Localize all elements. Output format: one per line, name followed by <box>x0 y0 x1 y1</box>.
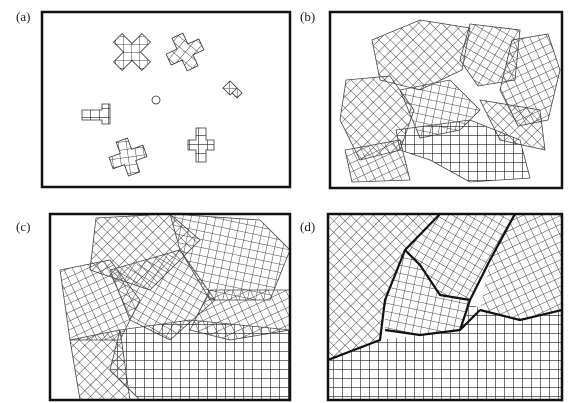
panel-d: (d) <box>300 214 562 400</box>
crystals <box>60 214 290 400</box>
panel-frame <box>42 12 290 187</box>
diagram: (a) (b) (c) <box>0 0 568 403</box>
panel-label: (c) <box>16 219 30 234</box>
panel-label: (b) <box>300 9 315 24</box>
grains <box>328 214 562 400</box>
panel-b: (b) <box>300 9 562 188</box>
panel-label: (a) <box>16 9 30 24</box>
panel-label: (d) <box>300 219 315 234</box>
panel-a: (a) <box>16 9 290 187</box>
panel-c: (c) <box>16 214 290 400</box>
